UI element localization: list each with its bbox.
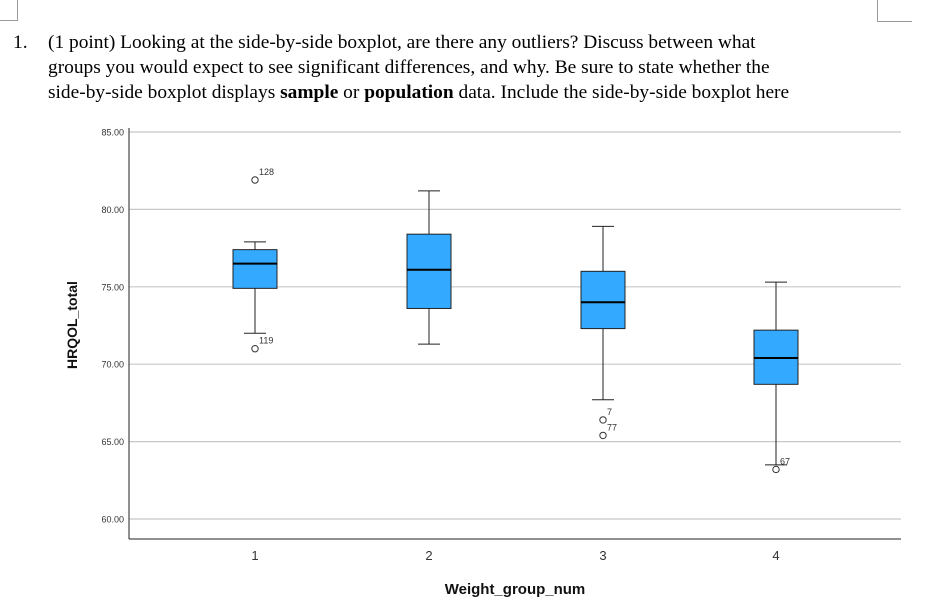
outlier-point xyxy=(599,416,607,424)
question-line-3-text-a: side-by-side boxplot displays xyxy=(48,82,281,103)
y-tick-label: 60.00 xyxy=(101,515,124,525)
outlier-label: 67 xyxy=(780,456,790,466)
outlier-point xyxy=(251,345,259,353)
population-keyword: population xyxy=(364,82,454,103)
outlier-point xyxy=(599,431,607,440)
question-line-3-text-c: data. Include the side-by-side boxplot h… xyxy=(453,82,790,103)
sample-keyword: sample xyxy=(280,82,339,103)
x-tick-label: 1 xyxy=(251,548,258,563)
outlier-label: 128 xyxy=(259,167,274,177)
page-corner-marker-left xyxy=(0,0,18,21)
box-iqr xyxy=(232,249,278,289)
outlier-label: 119 xyxy=(259,336,273,346)
y-tick-label: 75.00 xyxy=(101,282,124,292)
x-axis-title: Weight_group_num xyxy=(445,581,586,598)
x-tick-label: 3 xyxy=(599,548,606,563)
y-tick-label: 85.00 xyxy=(101,128,124,138)
question-line-3: side-by-side boxplot displays sample or … xyxy=(48,80,789,105)
question-line-1: (1 point) Looking at the side-by-side bo… xyxy=(48,32,756,53)
outlier-label: 77 xyxy=(607,422,617,432)
y-tick-label: 80.00 xyxy=(101,205,124,215)
page-corner-marker-right xyxy=(877,0,912,22)
x-tick-label: 4 xyxy=(772,548,779,563)
question-line-2: groups you would expect to see significa… xyxy=(48,57,770,78)
question-line-3-text-b: or xyxy=(338,82,365,103)
y-tick-label: 65.00 xyxy=(101,437,124,447)
x-tick-label: 2 xyxy=(425,548,432,563)
outlier-point xyxy=(772,465,780,474)
box-iqr xyxy=(406,233,452,309)
outlier-label: 7 xyxy=(607,407,612,417)
question-number: 1. xyxy=(13,32,28,53)
box-iqr xyxy=(580,270,626,330)
y-tick-label: 70.00 xyxy=(101,360,124,370)
outlier-point xyxy=(251,176,259,184)
y-axis-title: HRQOL_total xyxy=(64,281,80,369)
